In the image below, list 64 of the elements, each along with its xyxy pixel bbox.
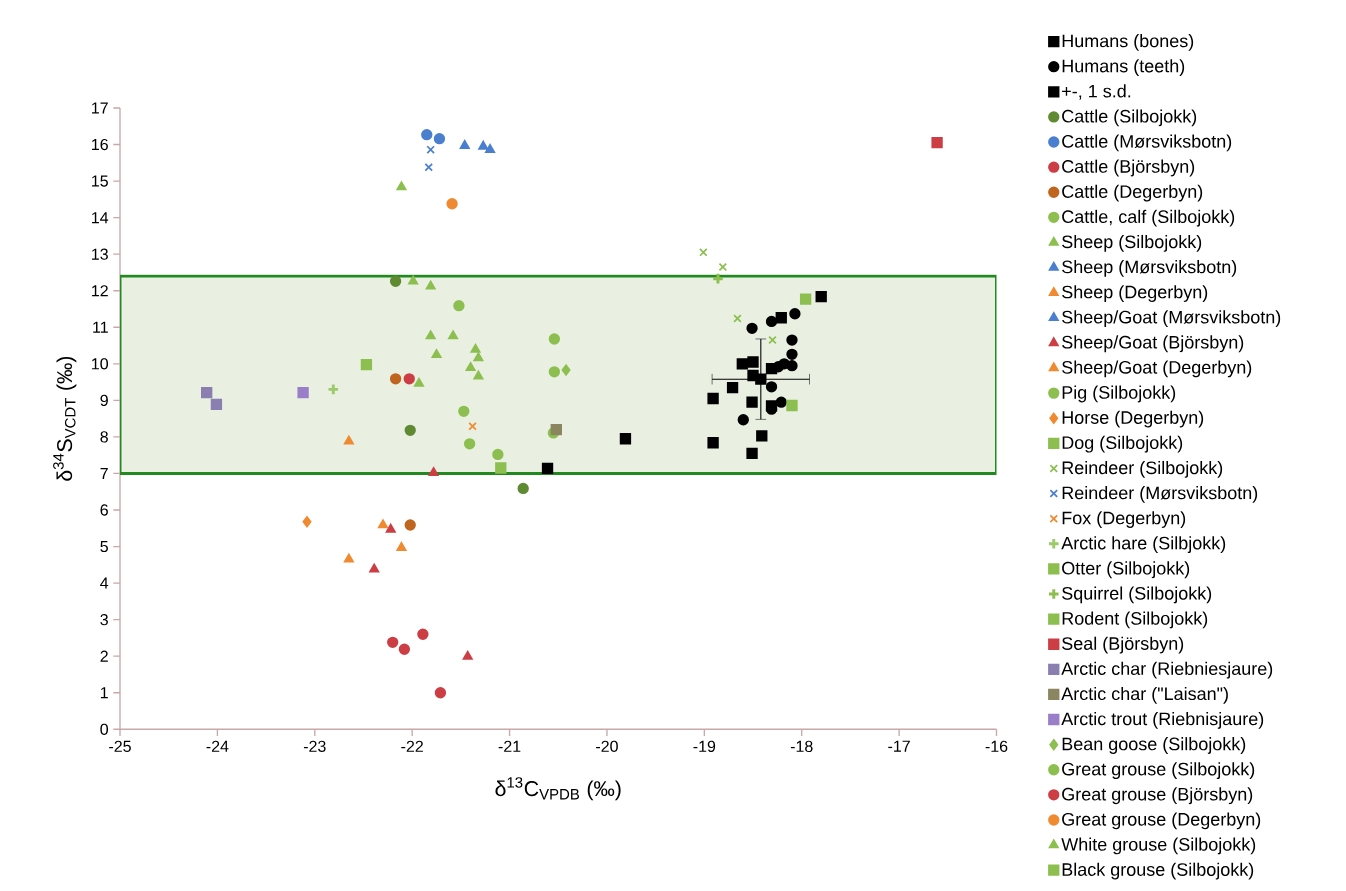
legend-label: Seal (Björsbyn) [1062, 636, 1184, 654]
x-tick-label: -22 [401, 740, 423, 752]
y-tick-label: 0 [100, 723, 109, 735]
x-tick-label: -25 [109, 740, 131, 752]
legend-label: Sheep (Silbojokk) [1062, 234, 1202, 252]
y-tick-label: 15 [92, 175, 108, 187]
x-tick-label: -24 [206, 740, 229, 752]
y-tick-label: 12 [92, 285, 108, 297]
y-tick-label: 5 [100, 540, 108, 553]
legend-label: Great grouse (Silbojokk) [1062, 762, 1255, 780]
y-tick-label: 11 [93, 321, 108, 333]
legend-label: Arctic trout (Riebnisjaure) [1061, 712, 1264, 729]
legend-label: Otter (Silbojokk) [1062, 561, 1190, 579]
legend-label: Sheep/Goat (Degerbyn) [1062, 360, 1252, 378]
legend-label: Cattle (Mørsviksbotn) [1062, 134, 1232, 152]
y-tick-label: 10 [92, 358, 109, 370]
legend-label: Reindeer (Mørsviksbotn) [1062, 486, 1258, 503]
legend-label: Arctic char ("Laisan") [1061, 686, 1228, 704]
legend-label: Arctic char (Riebniesjaure) [1061, 661, 1273, 679]
legend-label: Cattle (Silbojokk) [1062, 109, 1197, 127]
x-tick-label: -16 [985, 740, 1008, 752]
legend-label: +-, 1 s.d. [1062, 84, 1131, 100]
legend-label: Horse (Degerbyn) [1062, 410, 1204, 428]
legend-label: Squirrel (Silbojokk) [1062, 586, 1212, 604]
legend-label: Humans (teeth) [1062, 59, 1185, 76]
x-axis-title: δ$^{13}$C$_{VPDB}$ (‰) [495, 777, 621, 801]
y-tick-label: 13 [92, 248, 108, 260]
x-tick-label: -17 [888, 740, 910, 752]
x-tick-label: -21 [498, 740, 521, 752]
y-tick-label: 16 [92, 138, 108, 151]
legend-label: Reindeer (Silbojokk) [1062, 460, 1223, 478]
legend-label: Great grouse (Degerbyn) [1062, 812, 1261, 830]
legend-label: Sheep/Goat (Björsbyn) [1062, 335, 1244, 353]
legend-label: Fox (Degerbyn) [1062, 511, 1186, 528]
legend-label: Bean goose (Silbojokk) [1062, 737, 1246, 754]
x-tick-label: -20 [596, 740, 618, 752]
y-tick-label: 14 [92, 212, 109, 224]
legend-label: Great grouse (Björsbyn) [1062, 787, 1253, 805]
legend-label: Pig (Silbojokk) [1062, 385, 1176, 403]
y-tick-label: 7 [100, 467, 108, 479]
y-tick-label: 17 [92, 102, 108, 114]
legend-label: Cattle (Björsbyn) [1062, 159, 1195, 177]
y-tick-label: 4 [100, 577, 109, 589]
y-tick-label: 8 [100, 431, 108, 443]
y-tick-label: 3 [100, 613, 108, 626]
legend-label: Cattle, calf (Silbojokk) [1062, 209, 1235, 227]
legend-label: Arctic hare (Silbjokk) [1061, 536, 1226, 554]
legend-label: Cattle (Degerbyn) [1062, 184, 1203, 202]
legend-label: Sheep/Goat (Mørsviksbotn) [1062, 310, 1281, 328]
y-tick-label: 2 [100, 650, 108, 662]
legend-label: Sheep (Mørsviksbotn) [1062, 260, 1237, 277]
x-tick-label: -23 [303, 740, 326, 752]
legend-label: Black grouse (Silbojokk) [1062, 862, 1254, 880]
y-axis-title: δ$^{34}$S$_{VCDT}$ (‰) [53, 356, 77, 481]
x-tick-label: -18 [790, 740, 813, 752]
x-tick-label: -19 [693, 740, 716, 752]
legend-label: Dog (Silbojokk) [1062, 435, 1183, 453]
y-tick-label: 9 [100, 394, 108, 407]
legend-label: Rodent (Silbojokk) [1062, 611, 1208, 629]
legend-label: Sheep (Degerbyn) [1062, 285, 1208, 302]
y-tick-label: 6 [100, 504, 108, 516]
legend-label: Humans (bones) [1062, 34, 1194, 51]
y-tick-label: 1 [100, 687, 108, 699]
legend-label: White grouse (Silbojokk) [1061, 837, 1256, 855]
